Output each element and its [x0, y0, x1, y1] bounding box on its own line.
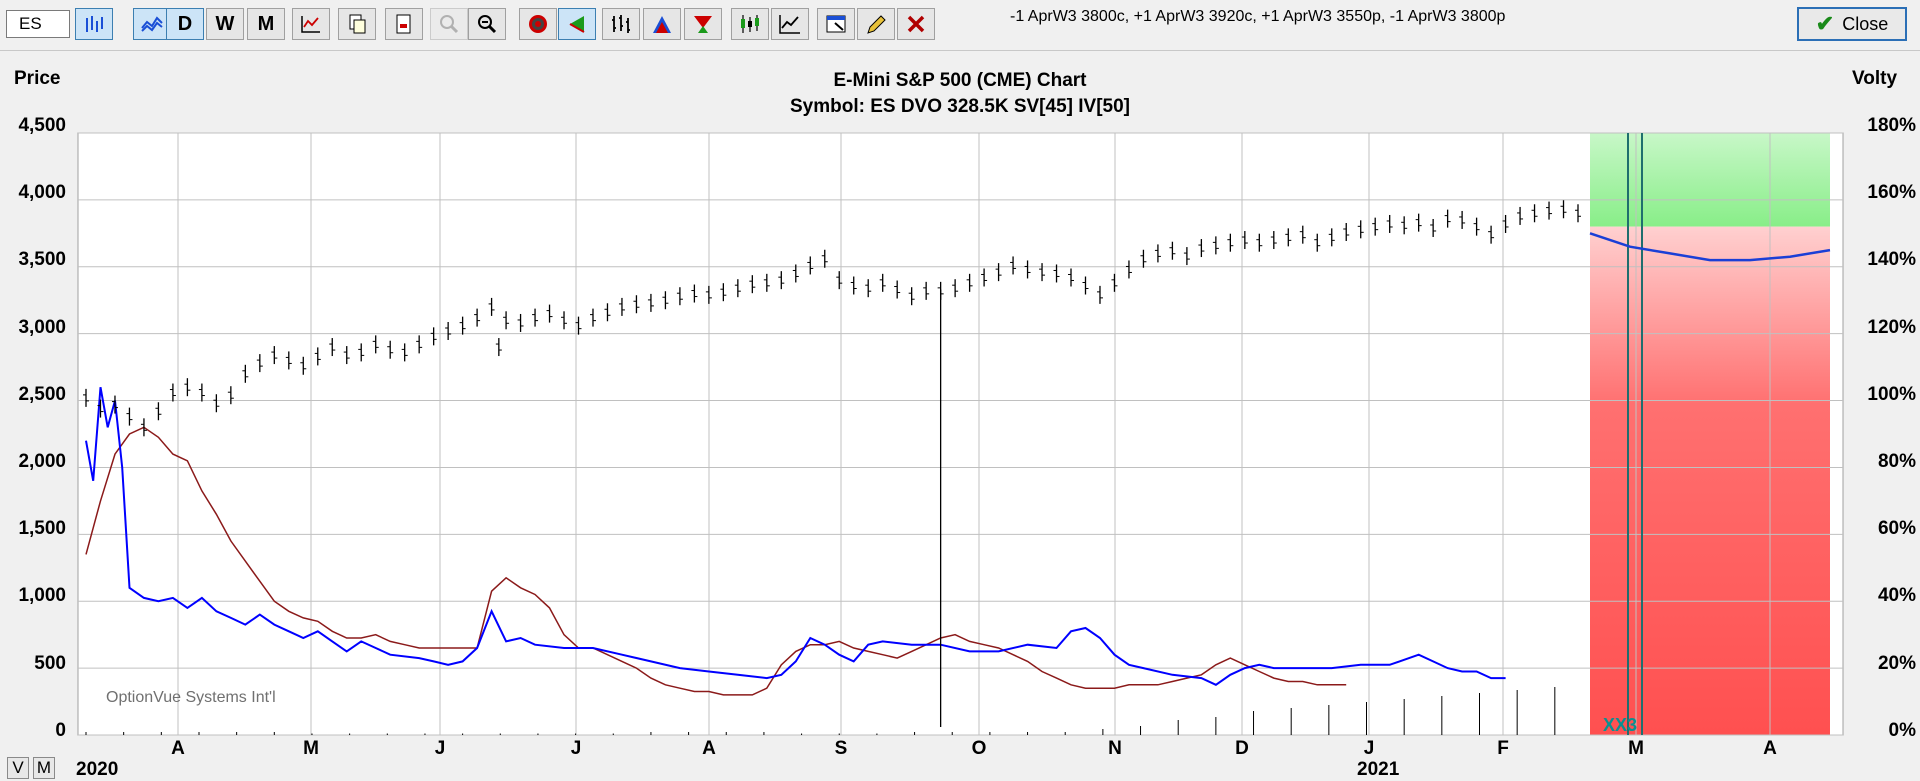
zoom-in-button[interactable] [430, 8, 468, 40]
print-button[interactable] [385, 8, 423, 40]
volty-tick-label: 80% [1877, 451, 1916, 472]
chart-settings-icon [301, 16, 320, 33]
forecast-volatility-line [1589, 232, 1831, 262]
pencil-button[interactable] [857, 8, 895, 40]
arrow-left-button[interactable] [558, 8, 596, 40]
volty-tick-label: 160% [1867, 182, 1916, 204]
triangle-down-button[interactable] [684, 8, 722, 40]
price-tick-label: 4,500 [18, 115, 66, 136]
price-tick-label: 4,000 [18, 182, 66, 204]
zoom-out-icon [478, 15, 497, 34]
price-tick-label: 0 [55, 719, 66, 741]
price-tick-label: 2,500 [18, 383, 66, 405]
arrow-left-icon [569, 16, 585, 33]
line-chart-icon [779, 15, 800, 34]
pencil-icon [867, 15, 886, 34]
chart-subtitle: Symbol: ES DVO 328.5K SV[45] IV[50] [789, 96, 1130, 117]
volty-tick-label: 140% [1867, 249, 1916, 271]
price-tick-label: 3,500 [18, 249, 66, 271]
volty-tick-label: 0% [1888, 719, 1916, 741]
price-axis-title: Price [14, 68, 61, 89]
volatility-chart-button[interactable] [133, 8, 171, 40]
month-tick-label: O [971, 738, 987, 759]
month-tick-label: A [171, 738, 185, 759]
month-tick-label: J [1363, 738, 1375, 759]
candles-icon [741, 15, 759, 33]
checkmark-icon: ✔ [1815, 11, 1835, 36]
monthly-button-label: M [257, 12, 275, 35]
volty-tick-label: 40% [1877, 585, 1916, 607]
plot-background [77, 132, 1844, 736]
triangle-up-icon [653, 16, 671, 33]
view-v-button[interactable]: V [7, 757, 29, 779]
triangle-up-button[interactable] [643, 8, 681, 40]
ohlc-bars-button[interactable] [602, 8, 640, 40]
month-tick-label: J [570, 738, 582, 759]
close-button[interactable]: ✔ Close [1797, 7, 1907, 41]
line-chart-button[interactable] [771, 8, 809, 40]
close-label: Close [1842, 13, 1889, 34]
bar-chart-icon [86, 16, 103, 32]
triangle-down-icon [694, 16, 712, 33]
month-tick-label: J [434, 738, 446, 759]
delete-button[interactable] [897, 8, 935, 40]
target-button[interactable] [519, 8, 557, 40]
studies-icon [826, 15, 846, 33]
studies-button[interactable] [817, 8, 855, 40]
daily-button[interactable]: D [166, 8, 204, 40]
month-tick-label: M [1628, 738, 1644, 759]
volty-tick-label: 20% [1877, 652, 1916, 674]
target-icon [529, 15, 547, 33]
month-tick-label: A [702, 738, 716, 759]
zoom-in-icon [440, 15, 459, 34]
weekly-button[interactable]: W [206, 8, 244, 40]
toolbar: DWM -1 AprW3 3800c, +1 AprW3 3920c, +1 A… [0, 0, 1920, 51]
chart-title: E-Mini S&P 500 (CME) Chart [833, 70, 1087, 91]
volty-tick-label: 100% [1867, 383, 1916, 405]
positions-text: -1 AprW3 3800c, +1 AprW3 3920c, +1 AprW3… [1010, 8, 1506, 25]
copy-button[interactable] [338, 8, 376, 40]
delete-x-icon [907, 15, 925, 33]
volty-tick-label: 60% [1877, 518, 1916, 540]
candles-button[interactable] [731, 8, 769, 40]
volty-axis-title: Volty [1852, 68, 1898, 89]
month-tick-label: D [1235, 738, 1249, 759]
price-tick-label: 500 [34, 652, 66, 674]
price-tick-label: 3,000 [18, 316, 66, 338]
chart-settings-button[interactable] [292, 8, 330, 40]
print-icon [396, 14, 411, 34]
month-tick-label: M [303, 738, 319, 759]
month-tick-label: N [1108, 738, 1122, 759]
copy-icon [349, 14, 366, 34]
volty-tick-label: 180% [1867, 115, 1916, 136]
month-tick-label: S [834, 738, 848, 759]
loss-zone [1590, 226, 1830, 735]
price-tick-label: 2,000 [18, 451, 66, 472]
month-tick-label: F [1497, 738, 1509, 759]
expiration-marker-label: XX3 [1603, 715, 1637, 735]
price-tick-label: 1,000 [18, 585, 66, 607]
zoom-out-button[interactable] [468, 8, 506, 40]
price-tick-label: 1,500 [18, 518, 66, 540]
year-label-2020: 2020 [76, 759, 119, 780]
view-m-button[interactable]: M [33, 757, 55, 779]
watermark: OptionVue Systems Int'l [106, 689, 276, 706]
daily-button-label: D [177, 12, 193, 35]
price-chart-button[interactable] [75, 8, 113, 40]
monthly-button[interactable]: M [247, 8, 285, 40]
symbol-input[interactable] [6, 10, 70, 38]
implied-volatility-line [85, 426, 1347, 696]
profit-zone [1590, 133, 1830, 227]
weekly-button-label: W [215, 12, 235, 35]
volatility-chart-icon [141, 16, 163, 32]
statistical-volatility-line [85, 387, 1506, 686]
volty-tick-label: 120% [1867, 316, 1916, 338]
month-tick-label: A [1763, 738, 1777, 759]
year-label-2021: 2021 [1357, 759, 1400, 780]
ohlc-bars-icon [612, 15, 630, 33]
